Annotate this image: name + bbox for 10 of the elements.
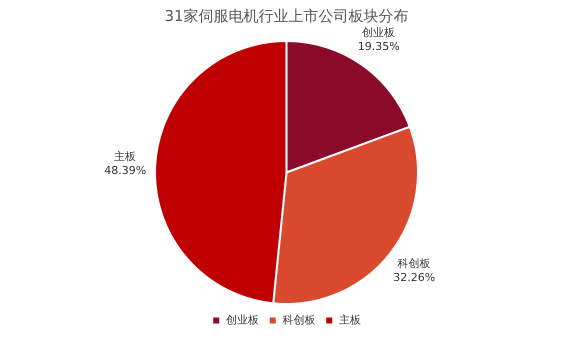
data-label: 32.26% bbox=[393, 271, 436, 284]
legend-label: 科创板 bbox=[282, 313, 316, 326]
data-label: 19.35% bbox=[358, 40, 400, 53]
slice-label: 主板 bbox=[114, 150, 136, 164]
legend-label: 创业板 bbox=[226, 313, 259, 326]
data-label: 48.39% bbox=[104, 164, 146, 178]
legend-label: 主板 bbox=[338, 313, 361, 326]
slice-label: 创业板 bbox=[362, 26, 396, 39]
chart-title: 31家伺服电机行业上市公司板块分布 bbox=[164, 6, 409, 25]
slice-label: 科创板 bbox=[398, 257, 431, 270]
